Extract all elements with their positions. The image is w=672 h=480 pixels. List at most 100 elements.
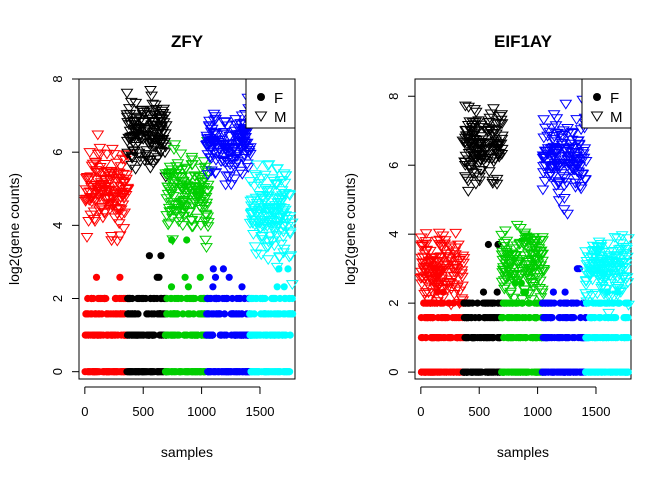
male-point (118, 155, 132, 166)
male-point (432, 228, 446, 239)
male-point (139, 150, 153, 161)
male-point (236, 137, 250, 148)
male-point (81, 188, 95, 199)
male-point (85, 197, 99, 208)
male-point (244, 210, 258, 220)
female-point (183, 294, 191, 303)
male-point (495, 250, 509, 261)
male-point (184, 215, 198, 226)
male-point (159, 121, 173, 132)
female-point (157, 252, 165, 260)
male-point (152, 145, 166, 156)
female-point (125, 294, 133, 303)
male-point (117, 224, 131, 235)
male-point (444, 300, 458, 311)
female-point (569, 334, 577, 342)
legend-box (581, 78, 632, 129)
y-tick-label: 2 (50, 295, 65, 302)
x-axis-label: samples (497, 444, 549, 460)
male-point (462, 102, 476, 113)
male-point (537, 133, 551, 144)
female-point (203, 310, 211, 318)
male-point (246, 230, 260, 240)
male-point (573, 157, 587, 168)
male-point (495, 131, 509, 142)
male-point (442, 278, 456, 288)
male-point (532, 244, 546, 255)
female-point (577, 314, 585, 322)
female-point (281, 294, 289, 303)
male-point (513, 238, 527, 249)
male-point (242, 145, 256, 156)
male-point (575, 169, 589, 180)
male-point (205, 166, 218, 177)
legend-male-marker (590, 111, 604, 122)
male-point (162, 218, 176, 229)
female-point (462, 334, 471, 342)
female-point (461, 314, 469, 322)
female-point (164, 331, 172, 339)
female-point (145, 252, 153, 260)
female-point (210, 368, 218, 376)
male-point (255, 192, 269, 203)
female-point (573, 299, 581, 307)
male-point (527, 282, 540, 292)
male-point (537, 265, 551, 275)
panel-eif1ay: EIF1AY 0 2 4 6 8 0 500 1000 1500 samples log2(g… (342, 32, 635, 460)
male-point (91, 130, 105, 141)
male-point (112, 219, 126, 230)
male-point (160, 194, 174, 205)
male-point (192, 185, 206, 196)
female-point (442, 314, 450, 322)
male-point (267, 202, 280, 213)
male-point (534, 249, 548, 260)
female-point (205, 331, 213, 339)
female-point (168, 368, 177, 376)
male-point (195, 178, 209, 189)
male-point (466, 144, 480, 155)
female-point (219, 265, 227, 273)
x-axis: 0 500 1000 1500 (417, 386, 610, 419)
female-point (498, 368, 506, 376)
male-point (495, 277, 509, 288)
male-point (80, 233, 94, 243)
y-tick-label: 4 (50, 222, 65, 229)
female-point (84, 331, 92, 339)
male-point (593, 264, 606, 275)
male-point (188, 172, 202, 183)
female-point (596, 314, 604, 322)
male-point (535, 288, 549, 299)
female-point (493, 288, 501, 296)
male-point (581, 252, 595, 263)
male-point (239, 129, 253, 140)
male-point (610, 259, 624, 270)
female-point (225, 273, 233, 281)
female-point (524, 299, 533, 307)
female-point (284, 265, 292, 273)
male-point (536, 233, 549, 244)
male-point (430, 297, 444, 308)
male-point (114, 162, 128, 173)
female-point (465, 299, 473, 307)
male-point (474, 144, 488, 155)
male-point (467, 135, 481, 145)
male-point (579, 277, 593, 288)
male-point (515, 295, 529, 306)
female-point (196, 273, 204, 281)
male-point (87, 207, 101, 218)
male-point (521, 289, 534, 300)
male-point (527, 255, 541, 265)
male-point (283, 229, 297, 240)
y-tick-label: 4 (386, 231, 401, 238)
male-point (283, 227, 297, 238)
x-axis-label: samples (161, 444, 213, 460)
male-point (219, 117, 233, 128)
male-point (105, 144, 119, 155)
male-point (102, 199, 116, 210)
male-point (285, 280, 299, 291)
male-point (579, 247, 592, 258)
male-point (528, 241, 541, 252)
male-point (235, 111, 249, 122)
male-point (185, 155, 199, 166)
male-point (487, 157, 501, 168)
